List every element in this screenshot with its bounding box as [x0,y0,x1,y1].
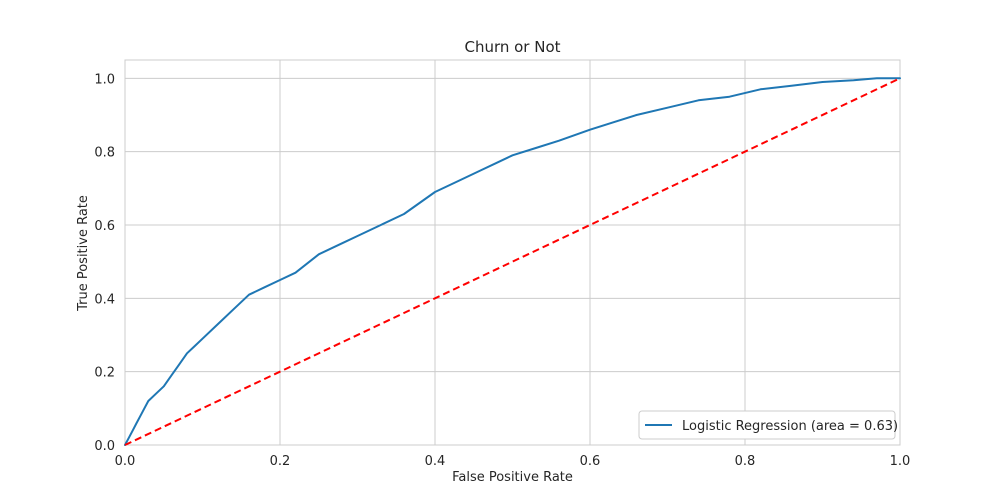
y-tick-label: 0.4 [94,292,115,307]
x-tick-label: 0.2 [270,454,291,469]
y-axis-label: True Positive Rate [76,195,91,312]
y-tick-labels: 0.0 0.2 0.4 0.6 0.8 1.0 [94,72,115,454]
legend-label-logistic-regression: Logistic Regression (area = 0.63) [682,419,898,434]
x-tick-label: 0.4 [425,454,446,469]
x-tick-label: 0.0 [115,454,136,469]
series-layer [124,77,901,446]
chart-title: Churn or Not [464,38,560,56]
roc-curve-line [124,77,901,446]
x-tick-label: 0.8 [735,454,756,469]
legend: Logistic Regression (area = 0.63) [638,410,898,440]
y-tick-label: 0.8 [94,146,115,161]
x-axis-label: False Positive Rate [452,470,573,485]
y-tick-label: 0.6 [94,219,115,234]
y-tick-label: 0.2 [94,366,115,381]
plot-area [124,59,901,446]
x-tick-label: 1.0 [890,454,911,469]
plot-frame [124,59,901,446]
legend-box [638,410,896,440]
y-tick-label: 0.0 [94,439,115,454]
y-tick-label: 1.0 [94,72,115,87]
x-tick-labels: 0.0 0.2 0.4 0.6 0.8 1.0 [115,454,911,469]
x-tick-label: 0.6 [580,454,601,469]
